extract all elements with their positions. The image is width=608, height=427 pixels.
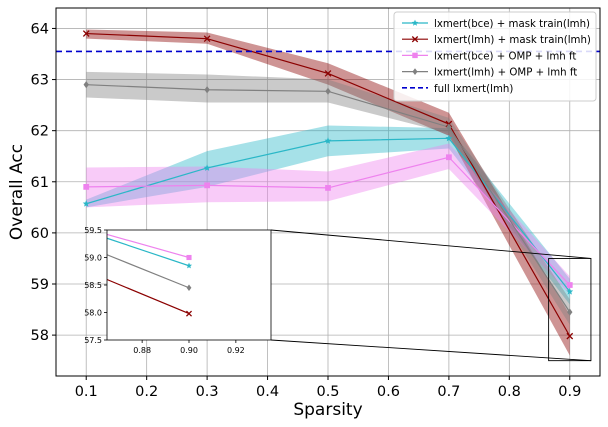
- series-point-0: [445, 134, 453, 142]
- series-point-0: [203, 164, 211, 171]
- series-point-3: [204, 86, 210, 94]
- main-confidence-bands: [86, 29, 570, 356]
- inset-series-line-2: [106, 254, 190, 289]
- legend-box: [393, 11, 597, 102]
- inset-x-tick-label: 0.88: [133, 346, 151, 355]
- inset-series-line-0: [106, 237, 190, 267]
- series-point-1: [82, 30, 90, 37]
- inset-x-tick-label: 0.90: [180, 346, 198, 355]
- x-axis-ticks: 0.1 0.2 0.3 0.4 0.5 0.6 0.7 0.8 0.9: [75, 376, 581, 400]
- inset-series-point-0: [185, 262, 193, 269]
- inset-series-point-2: [186, 284, 192, 291]
- series-point-0: [82, 200, 90, 207]
- series-point-3: [446, 123, 452, 131]
- series-point-1: [324, 70, 332, 77]
- inset-y-tick-label: 58.5: [84, 281, 102, 290]
- x-tick-label: 0.7: [437, 384, 460, 400]
- x-tick-label: 0.8: [498, 384, 521, 400]
- legend-marker-1: [411, 36, 419, 43]
- series-point-3: [325, 87, 331, 95]
- y-tick-label: 61: [31, 175, 49, 191]
- x-tick-label: 0.5: [316, 384, 339, 400]
- series-band-0: [86, 125, 570, 305]
- series-point-2: [83, 184, 90, 190]
- inset-x-ticks: 0.88 0.90 0.92: [133, 340, 245, 355]
- legend-marker-0: [411, 19, 419, 26]
- y-tick-label: 63: [31, 73, 49, 89]
- inset-series-line-3: [106, 278, 190, 315]
- x-tick-label: 0.4: [256, 384, 279, 400]
- y-tick-label: 59: [31, 277, 49, 293]
- x-tick-label: 0.9: [558, 384, 581, 400]
- x-tick-label: 0.6: [377, 384, 400, 400]
- series-band-3: [86, 71, 570, 325]
- inset-y-tick-label: 59.5: [84, 226, 102, 235]
- y-axis-label: Overall Acc: [7, 144, 27, 240]
- main-series-markers: [82, 30, 574, 340]
- series-point-0: [566, 288, 574, 295]
- series-point-3: [567, 308, 573, 316]
- zoom-region-box: [548, 257, 592, 362]
- zoom-connector-bottom: [270, 339, 591, 362]
- series-point-1: [203, 35, 211, 43]
- inset-x-tick-label: 0.92: [227, 346, 245, 355]
- x-tick-label: 0.1: [75, 384, 98, 400]
- legend-marker-3: [412, 68, 418, 75]
- legend-label-4: full lxmert(lmh): [434, 84, 513, 95]
- legend-label-1: lxmert(lmh) + mask train(lmh): [434, 35, 591, 46]
- series-band-2: [86, 143, 570, 295]
- series-point-2: [325, 185, 331, 191]
- series-point-0: [324, 137, 332, 144]
- legend: lxmert(bce) + mask train(lmh) lxmert(lmh)…: [393, 11, 597, 102]
- inset-series-markers: [185, 254, 193, 317]
- legend-marker-2: [412, 52, 418, 59]
- inset-series-lines: [106, 233, 190, 315]
- inset-y-tick-label: 57.5: [84, 336, 102, 345]
- zoom-connector-top: [270, 229, 591, 259]
- inset-y-ticks: 57.5 58.0 58.5 59.0 59.5: [84, 226, 107, 345]
- x-axis-label: Sparsity: [293, 400, 362, 420]
- x-tick-label: 0.2: [135, 384, 158, 400]
- y-axis-ticks: 58 59 60 61 62 63 64: [31, 21, 56, 344]
- legend-label-3: lxmert(lmh) + OMP + lmh ft: [434, 68, 577, 79]
- series-point-1: [566, 332, 574, 340]
- inset-series-line-1: [106, 233, 190, 259]
- legend-label-2: lxmert(bce) + OMP + lmh ft: [434, 51, 576, 62]
- series-point-3: [83, 81, 89, 89]
- zoom-indicator: [270, 229, 592, 362]
- series-point-2: [446, 154, 452, 161]
- y-tick-label: 62: [31, 124, 49, 140]
- legend-label-0: lxmert(bce) + mask train(lmh): [434, 19, 590, 30]
- series-point-2: [566, 282, 573, 288]
- y-tick-label: 64: [31, 21, 49, 37]
- y-tick-label: 58: [31, 328, 49, 344]
- y-tick-label: 60: [31, 226, 49, 242]
- inset-y-tick-label: 58.0: [84, 309, 102, 318]
- x-tick-label: 0.3: [196, 384, 219, 400]
- series-point-2: [204, 182, 210, 189]
- inset-y-tick-label: 59.0: [84, 254, 102, 263]
- inset-series-point-1: [186, 254, 192, 261]
- inset-series-point-3: [185, 310, 193, 317]
